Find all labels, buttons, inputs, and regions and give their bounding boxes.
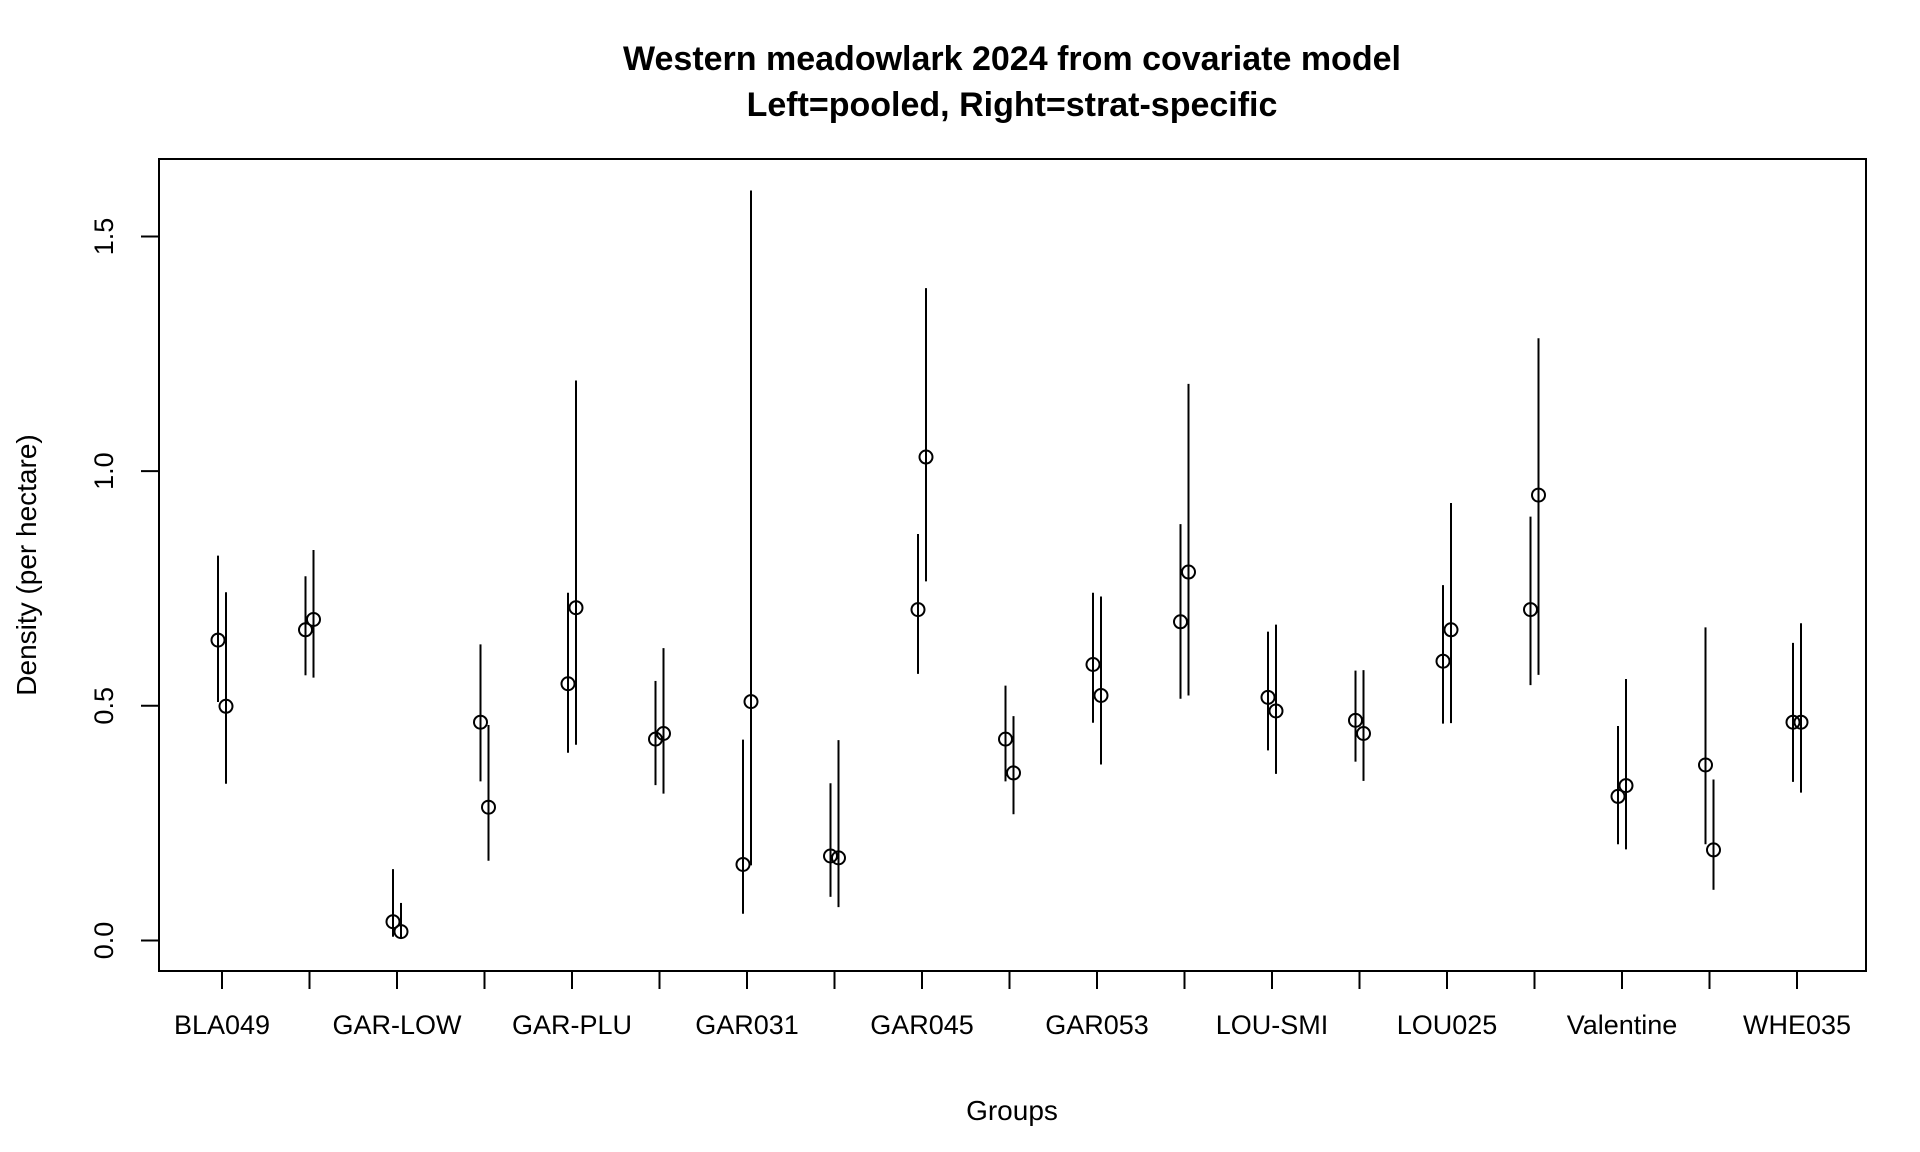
data-point — [998, 731, 1013, 747]
data-point — [656, 726, 671, 742]
data-point — [823, 848, 838, 864]
x-tick-label: GAR053 — [1045, 1010, 1149, 1040]
y-axis-label: Density (per hectare) — [11, 434, 42, 695]
data-point — [1618, 778, 1634, 794]
x-tick-label: Valentine — [1567, 1010, 1678, 1040]
data-point — [1356, 726, 1371, 742]
y-axis: 0.0 0.5 1.0 1.5 — [89, 218, 159, 960]
y-tick-label: 1.0 — [89, 452, 119, 490]
data-point — [385, 914, 401, 930]
x-tick-label: GAR031 — [695, 1010, 799, 1040]
data-point — [1173, 614, 1188, 630]
data-point — [910, 602, 926, 618]
data-point — [560, 676, 576, 692]
data-point — [1435, 653, 1451, 669]
chart-title: Western meadowlark 2024 from covariate m… — [623, 40, 1401, 78]
x-axis: BLA049 GAR-LOW GAR-PLU GAR031 GAR045 GAR053 LO… — [174, 971, 1851, 1040]
data-point — [1610, 788, 1626, 804]
x-tick-label: BLA049 — [174, 1010, 270, 1040]
data-point — [1181, 564, 1196, 580]
x-tick-label: GAR-PLU — [512, 1010, 632, 1040]
y-tick-label: 1.5 — [89, 218, 119, 256]
data-point — [473, 714, 488, 730]
x-tick-label: GAR045 — [870, 1010, 974, 1040]
data-point — [1793, 714, 1809, 730]
data-point — [218, 698, 234, 714]
data-point — [1706, 842, 1721, 858]
x-tick-label: WHE035 — [1743, 1010, 1851, 1040]
data-point — [1698, 757, 1713, 773]
data-point — [298, 622, 313, 638]
data-point — [306, 611, 321, 627]
x-axis-label: Groups — [966, 1095, 1058, 1126]
data-point — [1523, 602, 1538, 618]
data-point — [1531, 487, 1546, 503]
data-point — [1006, 765, 1021, 781]
y-tick-label: 0.0 — [89, 922, 119, 960]
data-point — [918, 449, 934, 465]
y-tick-label: 0.5 — [89, 687, 119, 725]
data-point — [568, 600, 584, 616]
data-point — [1268, 703, 1284, 719]
data-point — [1085, 657, 1101, 673]
x-tick-label: LOU-SMI — [1216, 1010, 1329, 1040]
chart-subtitle: Left=pooled, Right=strat-specific — [747, 86, 1278, 124]
data-point — [1785, 714, 1801, 730]
data-point — [735, 856, 751, 872]
data-point — [831, 850, 846, 866]
data-point — [481, 799, 496, 815]
plot-frame — [158, 158, 1867, 972]
data-point — [1348, 712, 1363, 728]
data-point — [1443, 622, 1459, 638]
x-tick-label: GAR-LOW — [332, 1010, 462, 1040]
data-point — [743, 694, 759, 710]
data-point — [1260, 689, 1276, 705]
data-point — [1093, 687, 1109, 703]
data-marks — [210, 190, 1809, 940]
data-point — [393, 924, 409, 940]
data-point — [210, 632, 226, 648]
x-tick-label: LOU025 — [1397, 1010, 1498, 1040]
